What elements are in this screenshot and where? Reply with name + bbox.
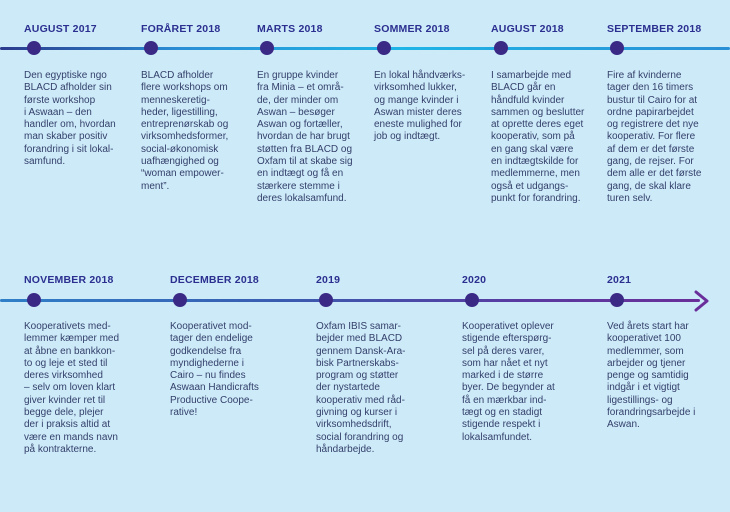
- event-date: NOVEMBER 2018: [24, 274, 114, 286]
- event-description: Kooperativet oplever stigende efterspørg…: [462, 321, 555, 443]
- event-date: 2019: [316, 274, 341, 286]
- timeline-dot: [173, 293, 187, 307]
- timeline-dot: [27, 293, 41, 307]
- timeline-dot: [610, 293, 624, 307]
- timeline-dot: [610, 41, 624, 55]
- event-description: Kooperativet mod- tager den endelige god…: [170, 321, 259, 419]
- event-description: Oxfam IBIS samar- bejder med BLACD genne…: [316, 321, 406, 455]
- event-date: FORÅRET 2018: [141, 23, 221, 35]
- event-description: Kooperativets med- lemmer kæmper med at …: [24, 321, 120, 455]
- event-description: En lokal håndværks- virksomhed lukker, o…: [374, 70, 466, 143]
- event-date: MARTS 2018: [257, 23, 323, 35]
- timeline-dot: [27, 41, 41, 55]
- timeline-row-bottom: NOVEMBER 2018 Kooperativets med- lemmer …: [0, 258, 730, 512]
- timeline-dot: [260, 41, 274, 55]
- timeline-line-bottom: [0, 299, 700, 302]
- event-date: AUGUST 2017: [24, 23, 97, 35]
- timeline-line-top: [0, 47, 730, 50]
- event-description: BLACD afholder flere workshops om mennes…: [141, 70, 229, 192]
- event-date: DECEMBER 2018: [170, 274, 259, 286]
- event-description: I samarbejde med BLACD går en håndfuld k…: [491, 70, 585, 204]
- event-date: SOMMER 2018: [374, 23, 450, 35]
- timeline-dot: [494, 41, 508, 55]
- event-date: 2021: [607, 274, 632, 286]
- event-description: Fire af kvinderne tager den 16 timers bu…: [607, 70, 702, 204]
- timeline-dot: [144, 41, 158, 55]
- timeline-row-top: AUGUST 2017 Den egyptiske ngo BLACD afho…: [0, 0, 730, 250]
- timeline-dot: [319, 293, 333, 307]
- event-description: Den egyptiske ngo BLACD afholder sin før…: [24, 70, 116, 168]
- timeline-dot: [465, 293, 479, 307]
- event-date: AUGUST 2018: [491, 23, 564, 35]
- event-description: Ved årets start har kooperativet 100 med…: [607, 321, 696, 431]
- event-date: SEPTEMBER 2018: [607, 23, 702, 35]
- timeline-dot: [377, 41, 391, 55]
- event-description: En gruppe kvinder fra Minia – et områ- d…: [257, 70, 353, 204]
- event-date: 2020: [462, 274, 487, 286]
- arrow-right-icon: [694, 290, 709, 312]
